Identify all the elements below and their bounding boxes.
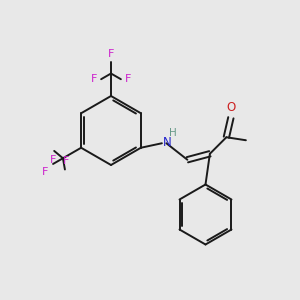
- Text: F: F: [42, 167, 49, 177]
- Text: F: F: [91, 74, 97, 84]
- Text: F: F: [63, 156, 70, 166]
- Text: F: F: [50, 155, 56, 165]
- Text: F: F: [125, 74, 131, 84]
- Text: O: O: [227, 101, 236, 114]
- Text: N: N: [163, 136, 172, 149]
- Text: F: F: [108, 49, 114, 59]
- Text: H: H: [169, 128, 177, 138]
